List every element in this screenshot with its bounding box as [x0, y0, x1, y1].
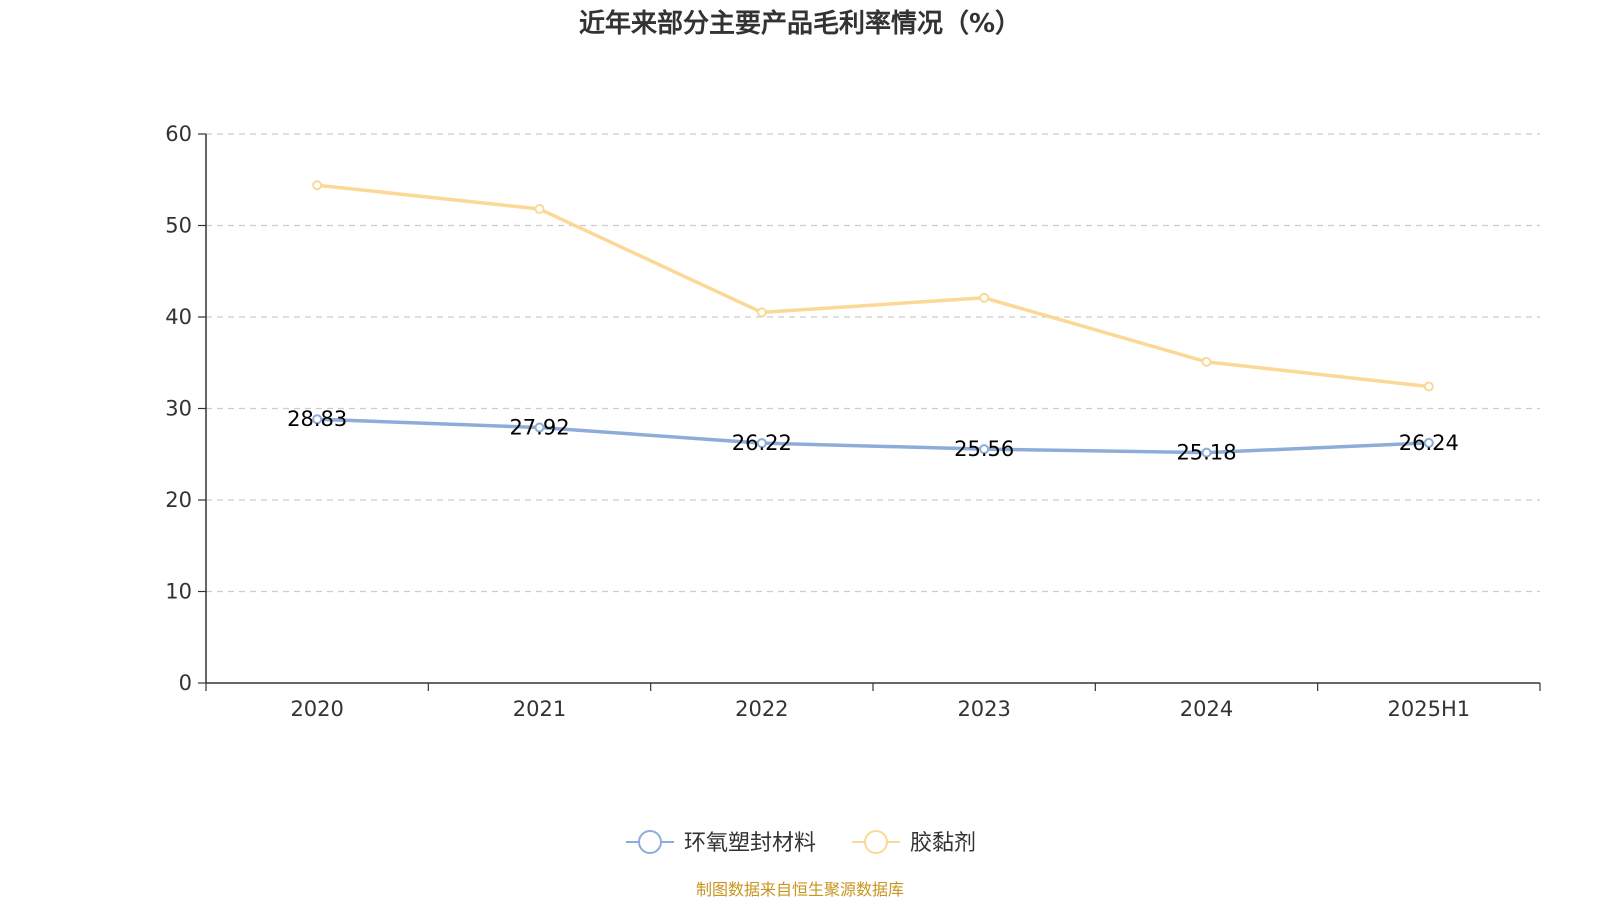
- data-point: [1423, 381, 1434, 392]
- y-tick-label: 60: [165, 122, 192, 146]
- data-point: [979, 444, 990, 455]
- data-point: [534, 422, 545, 433]
- x-tick-label: 2024: [1180, 697, 1233, 721]
- data-point: [534, 204, 545, 215]
- legend-marker-icon: [638, 830, 662, 854]
- data-label: 25.18: [1176, 441, 1236, 465]
- legend-label: 环氧塑封材料: [684, 831, 816, 856]
- axes: 0 10 20 30 40 50 60 2020 2021 2022 2023 2024 2025H1: [165, 122, 1541, 721]
- data-label: 28.83: [287, 407, 347, 431]
- legend: 环氧塑封材料 胶黏剂: [626, 830, 976, 856]
- data-label: 25.56: [954, 437, 1014, 461]
- y-tick-label: 50: [165, 214, 192, 238]
- chart-title: 近年来部分主要产品毛利率情况（%）: [579, 8, 1021, 39]
- data-point: [756, 307, 767, 318]
- data-labels: 28.83 27.92 26.22 25.56 25.18 26.24: [287, 407, 1459, 464]
- x-tick-label: 2022: [735, 697, 788, 721]
- legend-marker-icon: [864, 830, 888, 854]
- y-tick-label: 30: [165, 397, 192, 421]
- data-point: [312, 414, 323, 425]
- data-point: [312, 180, 323, 191]
- legend-label: 胶黏剂: [910, 831, 976, 856]
- y-tick-label: 20: [165, 488, 192, 512]
- y-tick-label: 0: [179, 671, 192, 695]
- series-line: [315, 417, 1431, 455]
- data-label: 27.92: [509, 416, 569, 440]
- data-label: 26.24: [1399, 431, 1459, 455]
- data-point: [1423, 437, 1434, 448]
- x-tick-label: 2021: [513, 697, 566, 721]
- data-label: 26.22: [732, 431, 792, 455]
- y-tick-label: 40: [165, 305, 192, 329]
- x-tick-label: 2025H1: [1388, 697, 1471, 721]
- series-line: [315, 183, 1431, 389]
- data-point: [1201, 447, 1212, 458]
- series-layer: [312, 180, 1434, 458]
- data-point: [1201, 356, 1212, 367]
- data-point: [756, 438, 767, 449]
- source-note: 制图数据来自恒生聚源数据库: [696, 880, 904, 899]
- grid-lines: [206, 133, 1540, 593]
- x-tick-label: 2023: [957, 697, 1010, 721]
- data-point: [979, 292, 990, 303]
- x-tick-label: 2020: [290, 697, 343, 721]
- y-tick-label: 10: [165, 580, 192, 604]
